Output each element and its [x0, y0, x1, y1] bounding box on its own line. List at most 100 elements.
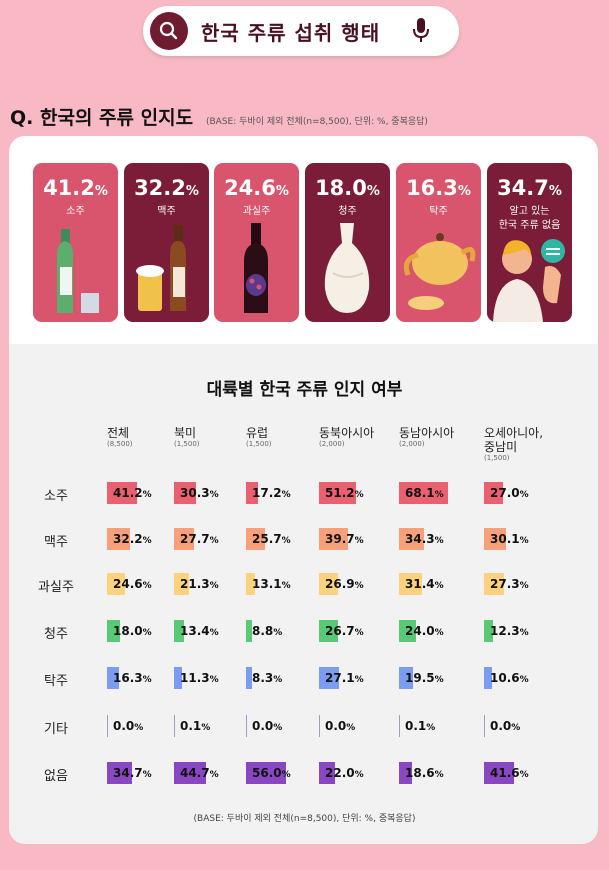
search-bar[interactable]: 한국 주류 섭취 행태	[143, 6, 459, 56]
value-bar	[174, 620, 184, 642]
value-label: 41.6%	[490, 766, 529, 780]
value-bar	[484, 667, 492, 689]
value-bar	[174, 482, 196, 504]
column-header: 동북아시아 (2,000)	[319, 426, 375, 448]
value-bar	[399, 482, 449, 504]
card-label: 과실주	[242, 206, 271, 217]
value-label: 17.2%	[252, 486, 291, 500]
column-header: 동남아시아 (2,000)	[399, 426, 455, 448]
value-bar	[484, 528, 506, 550]
value-bar	[484, 620, 493, 642]
footnote: (BASE: 두바이 제외 전체(n=8,500), 단위: %, 중복응답)	[193, 814, 416, 824]
value-bar	[107, 667, 119, 689]
card-4: 18.0% 청주	[305, 163, 390, 322]
value-label: 13.1%	[252, 577, 291, 591]
value-label: 19.5%	[405, 671, 444, 685]
chart-title: 대륙별 한국 주류 인지 여부	[206, 380, 403, 400]
card-value: 18.0%	[315, 176, 380, 200]
value-bar	[399, 528, 424, 550]
value-bar	[484, 762, 514, 784]
card-label: 청주	[338, 206, 357, 217]
value-bar	[246, 528, 265, 550]
value-label: 24.0%	[405, 624, 444, 638]
row-label: 청주	[44, 627, 68, 642]
value-label: 68.1%	[405, 486, 444, 500]
value-bar	[174, 573, 190, 595]
value-bar	[174, 762, 207, 784]
card-value: 32.2%	[134, 176, 199, 200]
column-header: 오세아니아, 중남미 (1,500)	[484, 426, 544, 462]
card-label: 소주	[66, 206, 85, 217]
value-bar	[246, 573, 256, 595]
value-label: 18.0%	[113, 624, 152, 638]
card-6: 34.7% 알고 있는 한국 주류 없음	[487, 163, 572, 322]
row-label: 맥주	[44, 535, 68, 550]
column-header: 유럽 (1,500)	[246, 426, 272, 448]
value-bar	[174, 528, 194, 550]
value-label: 8.3%	[252, 671, 283, 685]
value-label: 24.6%	[113, 577, 152, 591]
value-bar	[174, 715, 175, 737]
card-3: 24.6% 과실주	[214, 163, 299, 322]
value-label: 0.0%	[490, 719, 521, 733]
card-label: 맥주	[157, 206, 176, 217]
value-bar	[319, 715, 320, 737]
microphone-icon[interactable]	[411, 17, 431, 49]
question-note: (BASE: 두바이 제외 전체(n=8,500), 단위: %, 중복응답)	[206, 117, 428, 127]
value-label: 39.7%	[325, 532, 364, 546]
value-label: 11.3%	[180, 671, 219, 685]
value-label: 31.4%	[405, 577, 444, 591]
value-label: 41.2%	[113, 486, 152, 500]
value-label: 16.3%	[113, 671, 152, 685]
value-bar	[484, 573, 504, 595]
value-bar	[319, 667, 339, 689]
column-header: 전체 (8,500)	[107, 426, 133, 448]
value-label: 34.3%	[405, 532, 444, 546]
card-5: 16.3% 탁주	[396, 163, 481, 322]
question-title: Q. 한국의 주류 인지도	[10, 107, 194, 129]
value-bar	[319, 482, 356, 504]
column-header: 북미 (1,500)	[174, 426, 200, 448]
card-value: 41.2%	[43, 176, 108, 200]
value-bar	[174, 667, 183, 689]
value-label: 0.0%	[325, 719, 356, 733]
value-label: 26.7%	[325, 624, 364, 638]
value-label: 0.0%	[252, 719, 283, 733]
column-sample-size: (1,500)	[484, 454, 510, 462]
value-label: 8.8%	[252, 624, 283, 638]
teapot-icon	[403, 233, 476, 310]
value-bar	[246, 482, 259, 504]
value-bar	[107, 573, 125, 595]
value-label: 44.7%	[180, 766, 219, 780]
row-label: 탁주	[44, 674, 68, 689]
value-bar	[399, 667, 414, 689]
wine-bottle-icon	[244, 223, 268, 313]
card-value: 24.6%	[224, 176, 289, 200]
value-bar	[107, 620, 120, 642]
value-bar	[319, 573, 339, 595]
value-label: 30.1%	[490, 532, 529, 546]
value-label: 25.7%	[252, 532, 291, 546]
search-icon[interactable]	[150, 12, 188, 50]
row-label: 소주	[44, 489, 68, 504]
value-bar	[399, 762, 413, 784]
value-label: 27.3%	[490, 577, 529, 591]
value-bar	[107, 715, 108, 737]
value-label: 27.0%	[490, 486, 529, 500]
column-sample-size: (2,000)	[399, 440, 425, 448]
column-sample-size: (1,500)	[174, 440, 200, 448]
value-label: 51.2%	[325, 486, 364, 500]
value-bar	[399, 620, 417, 642]
card-label: 탁주	[429, 206, 448, 217]
card-1: 41.2% 소주	[33, 163, 118, 322]
column-sample-size: (8,500)	[107, 440, 133, 448]
value-label: 32.2%	[113, 532, 152, 546]
value-bar	[246, 715, 247, 737]
value-label: 0.1%	[180, 719, 211, 733]
sake-bottle-icon	[324, 223, 370, 313]
column-sample-size: (1,500)	[246, 440, 272, 448]
value-label: 27.1%	[325, 671, 364, 685]
value-bar	[319, 762, 335, 784]
card-label: 알고 있는 한국 주류 없음	[498, 206, 561, 231]
value-bar	[484, 715, 485, 737]
